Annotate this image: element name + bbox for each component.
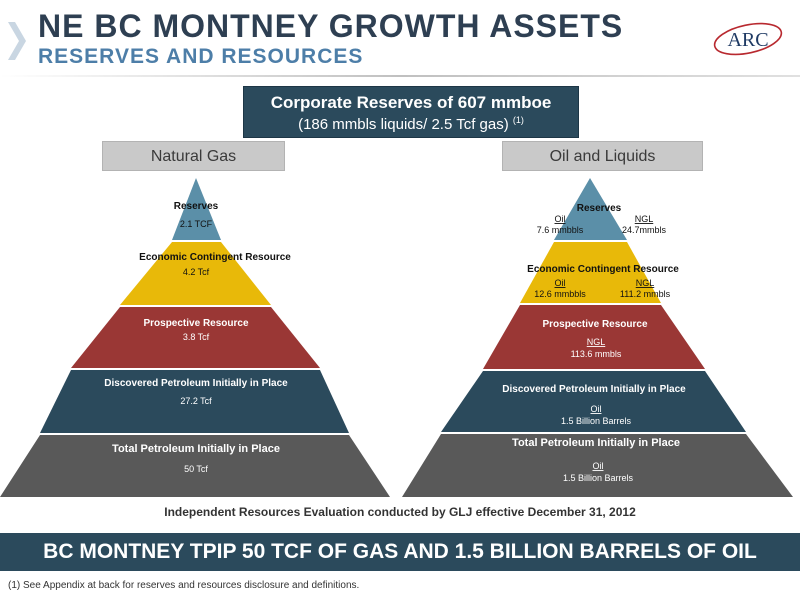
- gas-tier-reserves: [172, 178, 221, 240]
- oil-reserves-label: Reserves: [577, 203, 622, 214]
- oil-tier-prospective: [483, 305, 705, 369]
- evaluation-note: Independent Resources Evaluation conduct…: [164, 505, 636, 519]
- oil-tier-ecr: [520, 242, 661, 303]
- footnote: (1) See Appendix at back for reserves an…: [8, 580, 360, 591]
- oil-reserves-ngl-label: NGL: [635, 214, 654, 224]
- gas-dpiip-value: 27.2 Tcf: [180, 396, 212, 406]
- gas-tier-tpiip: [0, 435, 390, 497]
- oil-prospective-label: Prospective Resource: [542, 319, 647, 330]
- natural-gas-header: Natural Gas: [102, 141, 285, 171]
- oil-reserves-ngl-value: 24.7mmbls: [622, 225, 667, 235]
- oil-reserves-oil-label: Oil: [555, 214, 566, 224]
- header-divider: [0, 75, 800, 77]
- oil-dpiip-oil-value: 1.5 Billion Barrels: [561, 416, 632, 426]
- gas-tier-prospective: [71, 307, 320, 368]
- gas-tier-dpiip: [40, 370, 349, 433]
- page-title: NE BC MONTNEY GROWTH ASSETS: [38, 8, 624, 44]
- oil-dpiip-label: Discovered Petroleum Initially in Place: [502, 384, 686, 395]
- oil-ecr-ngl-value: 111.2 mmbls: [620, 289, 671, 299]
- oil-prospective-ngl-label: NGL: [587, 337, 606, 347]
- gas-tpiip-label: Total Petroleum Initially in Place: [112, 443, 280, 455]
- gas-dpiip-label: Discovered Petroleum Initially in Place: [104, 378, 288, 389]
- natural-gas-pyramid: Reserves 2.1 TCF Economic Contingent Res…: [0, 178, 390, 497]
- corporate-reserves-detail: (186 mmbls liquids/ 2.5 Tcf gas) (1): [298, 115, 524, 133]
- oil-tpiip-label: Total Petroleum Initially in Place: [512, 437, 680, 449]
- oil-tpiip-oil-value: 1.5 Billion Barrels: [563, 473, 634, 483]
- oil-ecr-ngl-label: NGL: [636, 278, 655, 288]
- oil-prospective-ngl-value: 113.6 mmbls: [571, 349, 622, 359]
- gas-tpiip-value: 50 Tcf: [184, 464, 208, 474]
- chevron-right-icon: [8, 22, 26, 60]
- footnote-marker: (1): [512, 115, 524, 125]
- gas-reserves-value: 2.1 TCF: [180, 219, 213, 229]
- oil-liquids-pyramid: Reserves Oil 7.6 mmbbls NGL 24.7mmbls Ec…: [402, 178, 793, 497]
- oil-ecr-oil-label: Oil: [555, 278, 566, 288]
- summary-banner: BC MONTNEY TPIP 50 TCF OF GAS AND 1.5 BI…: [0, 533, 800, 571]
- gas-ecr-label: Economic Contingent Resource: [139, 252, 291, 263]
- gas-prospective-value: 3.8 Tcf: [183, 332, 210, 342]
- corporate-reserves-box: Corporate Reserves of 607 mmboe (186 mmb…: [243, 86, 579, 138]
- oil-tier-reserves: [554, 178, 627, 240]
- gas-tier-ecr: [120, 242, 271, 305]
- arc-logo: ARC: [713, 22, 783, 56]
- oil-ecr-label: Economic Contingent Resource: [527, 264, 679, 275]
- oil-tier-tpiip: [402, 434, 793, 497]
- gas-ecr-value: 4.2 Tcf: [183, 267, 210, 277]
- gas-reserves-label: Reserves: [174, 201, 219, 212]
- oil-liquids-header: Oil and Liquids: [502, 141, 703, 171]
- oil-reserves-oil-value: 7.6 mmbbls: [537, 225, 584, 235]
- oil-ecr-oil-value: 12.6 mmbbls: [534, 289, 586, 299]
- oil-tpiip-oil-label: Oil: [593, 461, 604, 471]
- oil-dpiip-oil-label: Oil: [591, 404, 602, 414]
- corporate-reserves-headline: Corporate Reserves of 607 mmboe: [270, 93, 552, 112]
- page-subtitle: RESERVES AND RESOURCES: [38, 45, 364, 68]
- gas-prospective-label: Prospective Resource: [143, 318, 248, 329]
- oil-tier-dpiip: [441, 371, 746, 432]
- logo-text: ARC: [727, 29, 768, 51]
